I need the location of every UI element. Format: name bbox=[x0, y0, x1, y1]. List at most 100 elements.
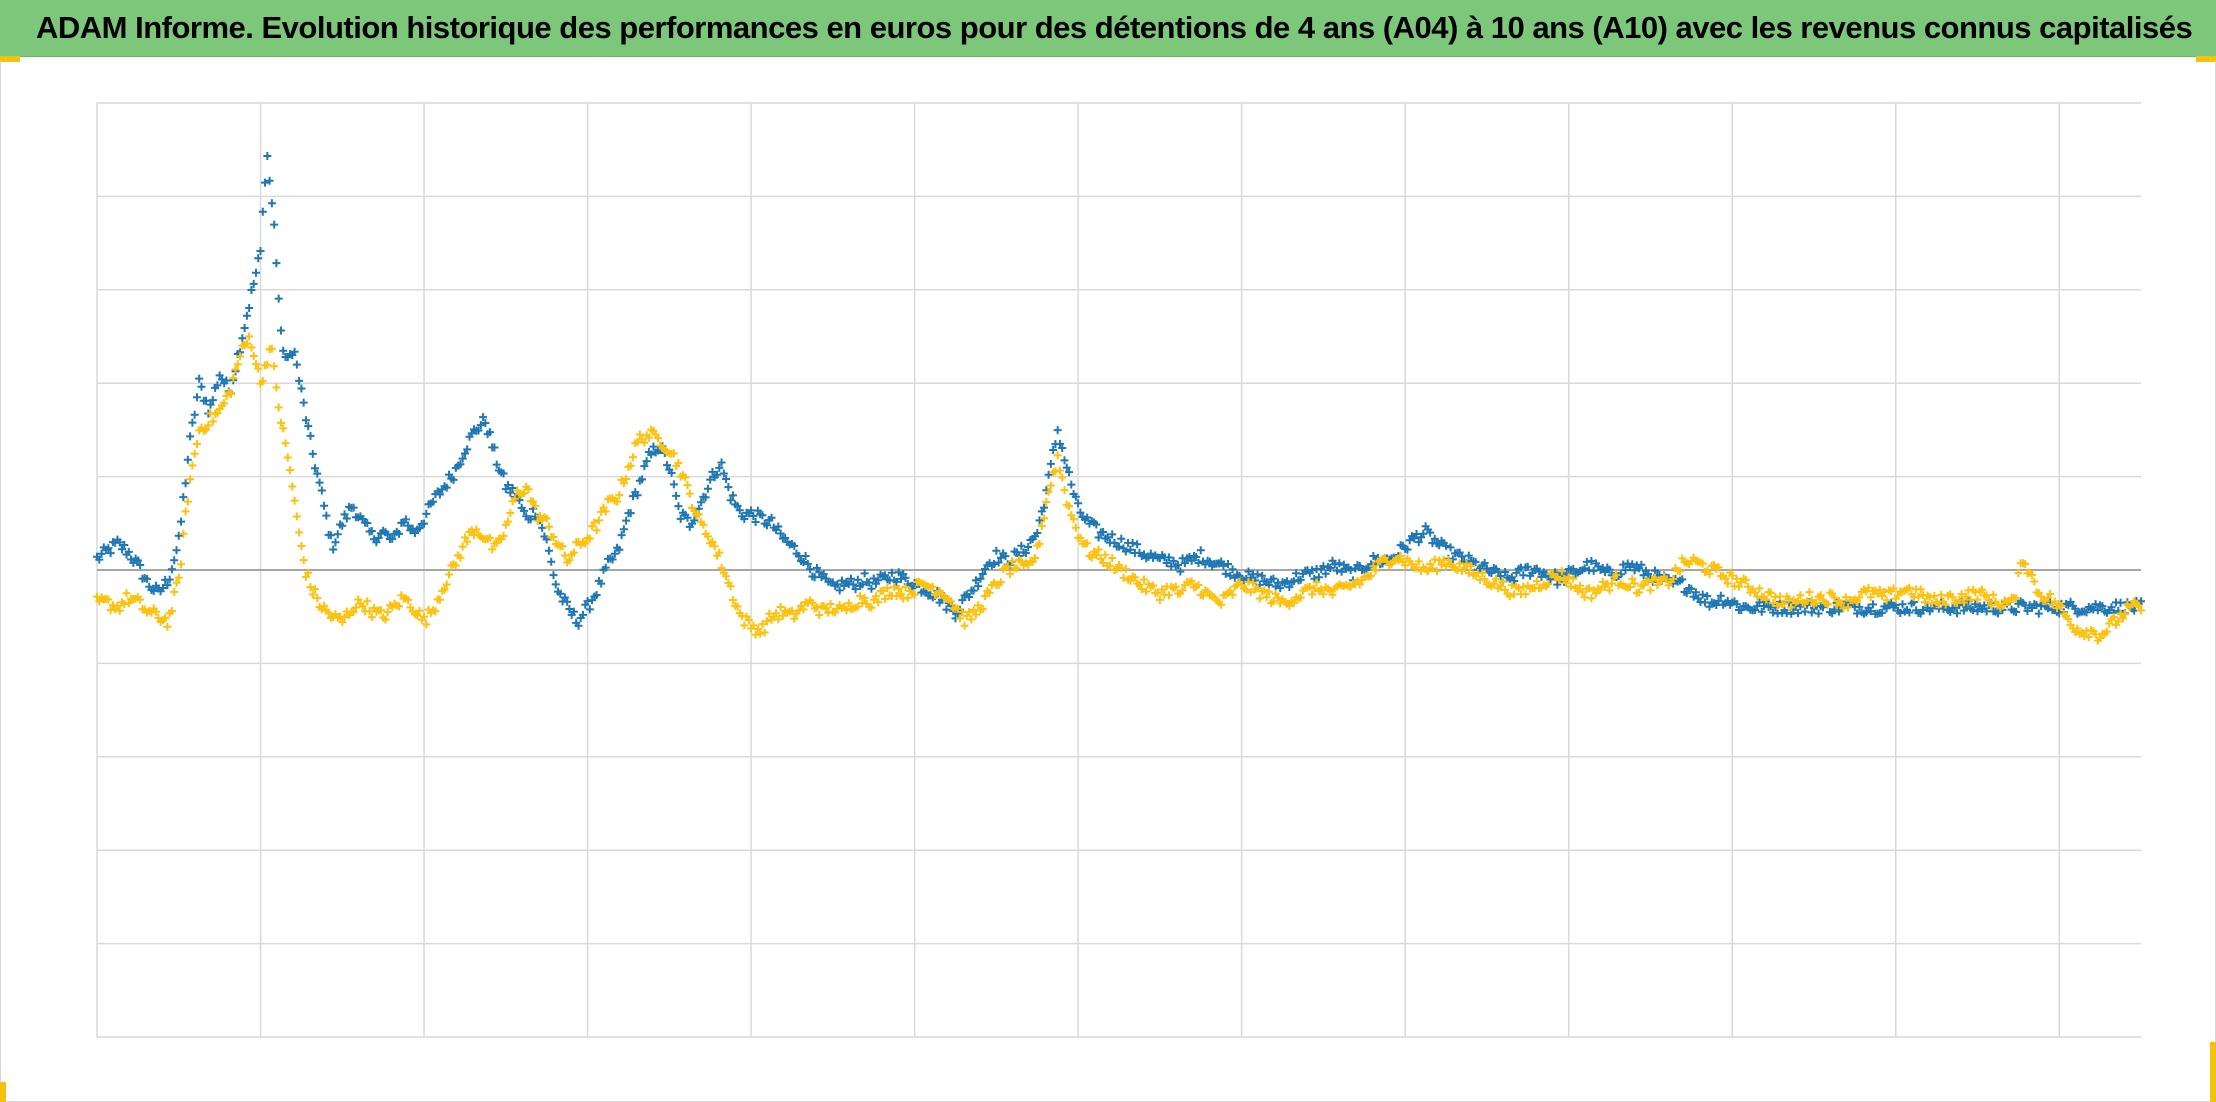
data-point bbox=[1878, 608, 1887, 617]
data-point bbox=[1164, 553, 1173, 562]
data-point bbox=[311, 464, 320, 473]
data-point bbox=[812, 603, 821, 612]
data-point bbox=[1153, 588, 1162, 597]
data-point bbox=[488, 545, 497, 554]
data-point bbox=[1264, 587, 1273, 596]
data-point bbox=[458, 542, 467, 551]
data-point bbox=[299, 556, 308, 565]
data-point bbox=[953, 604, 962, 613]
data-point bbox=[1882, 604, 1891, 613]
data-point bbox=[724, 483, 733, 492]
data-point bbox=[1040, 503, 1049, 512]
data-point bbox=[1962, 592, 1971, 601]
data-point bbox=[104, 544, 113, 553]
data-point bbox=[306, 431, 315, 440]
data-point bbox=[881, 594, 890, 603]
data-point bbox=[297, 384, 306, 393]
data-point bbox=[1637, 560, 1646, 569]
data-point bbox=[869, 574, 878, 583]
data-point bbox=[810, 573, 819, 582]
data-point bbox=[249, 351, 258, 360]
data-point bbox=[283, 453, 292, 462]
data-point bbox=[699, 520, 708, 529]
data-point bbox=[781, 533, 790, 542]
data-point bbox=[179, 529, 188, 538]
data-point bbox=[226, 390, 235, 399]
data-point bbox=[1065, 501, 1074, 510]
data-point bbox=[2091, 630, 2100, 639]
data-point bbox=[1844, 603, 1853, 612]
data-point bbox=[1492, 574, 1500, 583]
data-point bbox=[279, 346, 288, 355]
data-point bbox=[1244, 567, 1253, 576]
data-point bbox=[1553, 580, 1562, 589]
data-point bbox=[642, 457, 651, 466]
data-point bbox=[163, 622, 172, 631]
data-point bbox=[1941, 600, 1950, 609]
data-point bbox=[1285, 601, 1294, 610]
data-point bbox=[479, 413, 488, 422]
data-point bbox=[1769, 599, 1778, 608]
data-point bbox=[1882, 596, 1891, 605]
data-point bbox=[1621, 566, 1630, 575]
data-point bbox=[622, 474, 631, 483]
data-point bbox=[1419, 529, 1428, 538]
data-point bbox=[994, 558, 1003, 567]
data-point bbox=[683, 513, 692, 522]
data-point bbox=[172, 578, 181, 587]
data-point bbox=[1017, 557, 1026, 566]
data-point bbox=[990, 560, 999, 569]
data-point bbox=[129, 558, 138, 567]
data-point bbox=[1285, 583, 1294, 592]
data-point bbox=[958, 596, 967, 605]
data-point bbox=[2037, 592, 2046, 601]
data-point bbox=[1962, 602, 1971, 611]
data-point bbox=[1115, 542, 1123, 551]
data-point bbox=[1862, 608, 1871, 617]
data-point bbox=[295, 528, 304, 537]
data-point bbox=[1841, 593, 1850, 602]
data-point bbox=[297, 541, 306, 550]
data-point bbox=[1905, 583, 1914, 592]
data-point bbox=[1096, 554, 1105, 563]
data-point bbox=[349, 503, 358, 512]
data-point bbox=[395, 602, 404, 611]
data-point bbox=[890, 582, 899, 591]
data-point bbox=[170, 556, 179, 565]
data-point bbox=[1330, 560, 1339, 569]
data-point bbox=[1728, 571, 1737, 580]
data-point bbox=[2027, 570, 2036, 579]
data-point bbox=[1312, 578, 1321, 587]
data-point bbox=[506, 488, 515, 497]
data-point bbox=[1626, 582, 1634, 591]
data-point bbox=[279, 424, 288, 433]
data-point bbox=[1628, 574, 1637, 583]
data-point bbox=[1682, 589, 1691, 598]
data-point bbox=[1126, 576, 1135, 585]
data-point bbox=[1076, 533, 1085, 542]
data-point bbox=[1514, 583, 1523, 592]
data-point bbox=[499, 531, 508, 540]
data-point bbox=[533, 516, 542, 525]
data-point bbox=[901, 583, 910, 592]
data-point bbox=[1650, 573, 1659, 582]
data-point bbox=[265, 176, 274, 185]
data-point bbox=[2091, 600, 2100, 609]
data-point bbox=[1934, 600, 1943, 609]
data-point bbox=[274, 294, 283, 303]
data-point bbox=[167, 607, 176, 616]
data-point bbox=[672, 491, 681, 500]
data-point bbox=[1335, 559, 1344, 568]
data-point bbox=[1296, 593, 1305, 602]
data-point bbox=[538, 523, 547, 532]
data-point bbox=[2114, 617, 2123, 626]
data-point bbox=[1819, 603, 1828, 612]
data-point bbox=[772, 609, 781, 618]
data-point bbox=[778, 611, 787, 620]
data-point bbox=[331, 538, 340, 547]
data-point bbox=[1246, 588, 1255, 597]
data-point bbox=[1510, 590, 1519, 599]
data-point bbox=[1219, 561, 1228, 570]
data-point bbox=[619, 479, 628, 488]
data-point bbox=[853, 575, 862, 584]
